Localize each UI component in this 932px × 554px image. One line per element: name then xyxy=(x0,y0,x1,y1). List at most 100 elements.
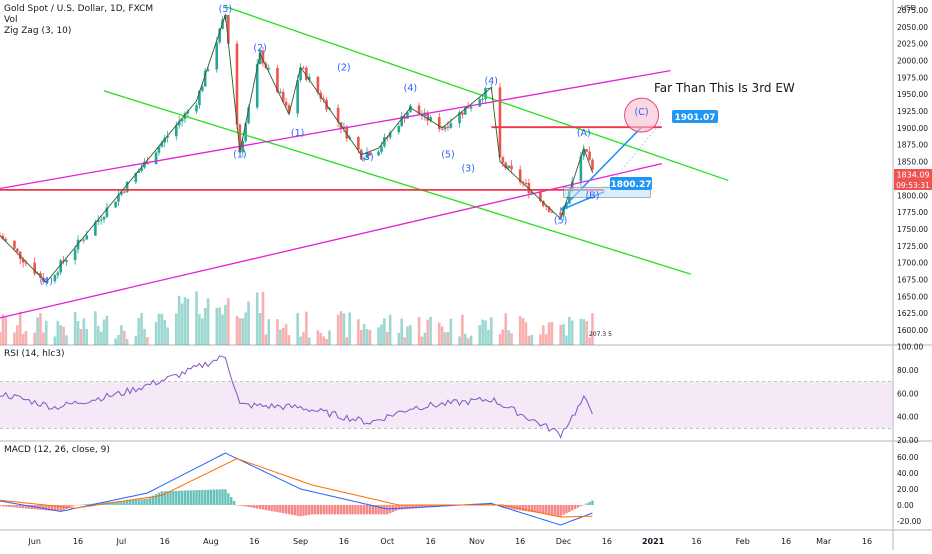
macd-histogram-bar xyxy=(403,505,406,510)
candle-body xyxy=(409,105,412,113)
macd-histogram-bar xyxy=(536,505,539,513)
candle-body xyxy=(200,86,204,91)
macd-histogram-bar xyxy=(322,505,325,515)
volume-bar xyxy=(134,335,138,345)
macd-histogram-bar xyxy=(556,505,559,516)
macd-histogram-bar xyxy=(348,505,351,515)
macd-histogram-bar xyxy=(201,489,204,505)
wave-labels: (4) (5) (1) (2) (1) (2) (3) (4) (5) (3) (4) (A) (5) (… xyxy=(40,4,649,287)
macd-histogram-bar xyxy=(166,491,169,505)
macd-histogram-bar xyxy=(125,500,129,505)
macd-histogram-bar xyxy=(10,505,13,508)
volume-bar xyxy=(559,324,562,345)
volume-bar xyxy=(96,325,100,345)
price-tick-label: 1950.00 xyxy=(897,90,928,99)
candle-body xyxy=(267,68,271,70)
price-tick-label: 1750.00 xyxy=(897,225,928,234)
volume-bar xyxy=(195,291,198,345)
symbol-title: Gold Spot / U.S. Dollar, 1D, FXCM xyxy=(4,4,153,14)
volume-bar xyxy=(417,316,421,345)
candle-body xyxy=(137,170,141,173)
macd-histogram-bar xyxy=(383,505,386,515)
candle-body xyxy=(544,205,548,207)
candle-body xyxy=(21,259,25,263)
price-tick-label: 1925.00 xyxy=(897,107,928,116)
candle-body xyxy=(550,211,554,213)
macd-histogram-bar xyxy=(296,505,299,516)
volume-bar xyxy=(403,337,406,345)
macd-histogram-bar xyxy=(423,505,427,508)
macd-tick-label: 20.00 xyxy=(897,485,919,494)
macd-line xyxy=(0,452,593,526)
macd-histogram-bar xyxy=(189,490,192,505)
volume-bar xyxy=(588,337,591,345)
rsi-title[interactable]: RSI (14, hlc3) xyxy=(4,349,65,359)
volume-bar xyxy=(319,332,323,345)
candle-body xyxy=(377,151,380,156)
candle-body xyxy=(345,126,349,139)
candle-body xyxy=(565,203,568,209)
vol-indicator-label[interactable]: Vol xyxy=(4,15,17,25)
macd-histogram-bar xyxy=(279,505,282,513)
macd-histogram-bar xyxy=(218,489,221,505)
macd-histogram-bar xyxy=(7,505,10,507)
macd-histogram-bar xyxy=(345,505,348,515)
volume-bar xyxy=(585,321,588,345)
wave-label: (1) xyxy=(233,150,246,161)
candle-body xyxy=(417,105,421,114)
volume-bar xyxy=(449,318,453,345)
candle-body xyxy=(102,216,106,220)
price-tick-label: 1975.00 xyxy=(897,73,928,82)
volume-bar xyxy=(18,311,22,345)
macd-title[interactable]: MACD (12, 26, close, 9) xyxy=(4,445,110,455)
macd-histogram-bar xyxy=(195,490,198,505)
macd-histogram-bar xyxy=(143,498,146,505)
candle-body xyxy=(466,107,470,109)
wave-label: (1) xyxy=(291,128,304,139)
price-axis[interactable]: 2075.00 2050.00 2025.00 2000.00 1975.00 1950.… xyxy=(897,6,928,526)
channel-upper-line xyxy=(225,6,729,182)
volume-bar xyxy=(261,291,265,345)
macd-histogram-bar xyxy=(565,505,568,514)
volume-bar xyxy=(544,334,548,345)
candle-body xyxy=(406,112,409,119)
volume-bar xyxy=(478,325,482,345)
macd-histogram-bar xyxy=(585,503,588,505)
last-price-tag xyxy=(894,169,932,180)
macd-histogram-bar xyxy=(235,504,239,506)
volume-bar xyxy=(160,313,164,345)
time-tick-label: Oct xyxy=(380,537,394,546)
volume-bar xyxy=(510,333,513,345)
volume-bar xyxy=(102,319,106,345)
volume-bar xyxy=(44,320,48,345)
price-tick-label: 1625.00 xyxy=(897,309,928,318)
channel-lower-line xyxy=(103,90,691,275)
candle-body xyxy=(487,87,490,89)
price-tick-label: 2050.00 xyxy=(897,23,928,32)
time-tick-label: 16 xyxy=(73,537,83,546)
time-tick-label: Jul xyxy=(116,537,127,546)
zigzag-indicator-label[interactable]: Zig Zag (3, 10) xyxy=(4,26,71,36)
macd-histogram-bar xyxy=(111,501,114,505)
macd-histogram-bar xyxy=(527,505,531,512)
macd-histogram-bar xyxy=(386,505,389,515)
candle-body xyxy=(429,117,432,121)
volume-bar xyxy=(114,338,117,345)
macd-histogram-bar xyxy=(273,505,276,512)
macd-histogram-bar xyxy=(576,505,580,508)
macd-histogram-bar xyxy=(82,504,86,505)
price-tick-label: 1900.00 xyxy=(897,124,928,133)
candle-body xyxy=(388,132,392,138)
volume-bar xyxy=(13,332,16,345)
macd-histogram-bar xyxy=(302,505,305,516)
candle-body xyxy=(105,207,109,217)
macd-histogram-bar xyxy=(206,489,210,505)
macd-histogram-bar xyxy=(313,505,317,515)
time-axis[interactable]: Jun 16 Jul 16 Aug 16 Sep 16 Oct 16 Nov 16 Dec 16 2021 1… xyxy=(27,537,872,546)
macd-histogram-bar xyxy=(68,505,71,508)
wave-label: (B) xyxy=(585,191,599,202)
candle-body xyxy=(163,137,167,143)
volume-bar xyxy=(117,334,120,345)
